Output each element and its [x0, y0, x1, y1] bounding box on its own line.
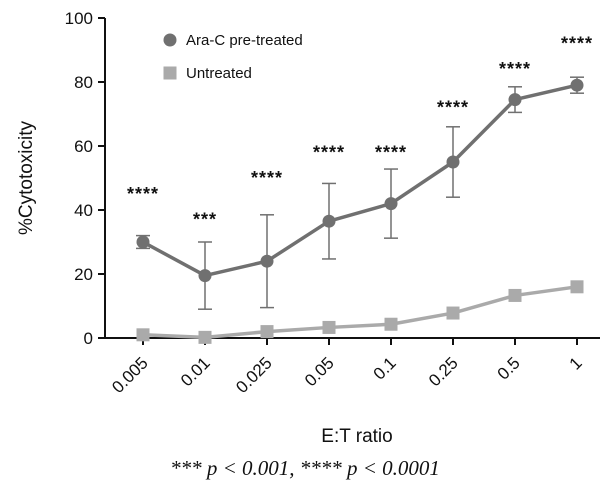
- legend-marker-circle: [163, 33, 177, 47]
- data-point: [322, 320, 336, 334]
- data-point: [570, 280, 584, 294]
- data-point: [384, 197, 398, 211]
- data-point: [322, 214, 336, 228]
- data-point: [198, 330, 212, 344]
- data-point: [260, 325, 274, 339]
- y-tick-label: 40: [74, 201, 93, 220]
- footnote: *** p < 0.001, **** p < 0.0001: [170, 456, 440, 480]
- significance-label: ****: [499, 59, 531, 79]
- legend-label: Ara-C pre-treated: [186, 32, 303, 49]
- data-point: [508, 288, 522, 302]
- data-point: [508, 93, 522, 107]
- x-axis-title: E:T ratio: [321, 426, 392, 447]
- significance-label: ****: [437, 98, 469, 118]
- x-tick-label: 0.1: [370, 353, 400, 383]
- series-ara-c-pretreated: [136, 76, 584, 310]
- series-line: [142, 285, 578, 340]
- data-point: [446, 155, 460, 169]
- x-tick-label: 0.01: [177, 353, 214, 390]
- y-ticks: 0 20 40 60 80 100: [65, 9, 105, 348]
- significance-label: ****: [561, 34, 593, 54]
- legend-marker-square: [163, 66, 177, 80]
- significance-label: ****: [375, 142, 407, 162]
- y-tick-label: 20: [74, 265, 93, 284]
- legend-label: Untreated: [186, 65, 252, 82]
- series-layer: [136, 76, 584, 344]
- data-point: [384, 317, 398, 331]
- significance-label: ****: [127, 184, 159, 204]
- x-tick-label: 0.025: [232, 353, 276, 397]
- series-untreated: [136, 280, 584, 344]
- x-tick-label: 1: [566, 353, 586, 373]
- y-tick-label: 100: [65, 9, 93, 28]
- x-ticks: 0.005 0.01 0.025 0.05 0.1 0.25 0.5 1: [108, 338, 586, 397]
- y-tick-label: 80: [74, 73, 93, 92]
- significance-label: ****: [251, 168, 283, 188]
- data-point: [570, 78, 584, 92]
- y-axis-title: %Cytotoxicity: [16, 120, 37, 235]
- data-point: [446, 306, 460, 320]
- cytotoxicity-chart: %Cytotoxicity E:T ratio 0 20 40 60 80 100 0.0…: [16, 9, 600, 447]
- x-tick-label: 0.05: [301, 353, 338, 390]
- data-point: [260, 254, 274, 268]
- x-tick-label: 0.5: [494, 353, 524, 383]
- data-point: [136, 328, 150, 342]
- x-tick-label: 0.005: [108, 353, 152, 397]
- legend: Ara-C pre-treated Untreated: [163, 32, 303, 82]
- significance-annotations: *************** ****************: [127, 34, 593, 230]
- y-tick-label: 0: [84, 329, 93, 348]
- y-tick-label: 60: [74, 137, 93, 156]
- series-line: [142, 83, 578, 278]
- significance-label: ***: [193, 210, 217, 230]
- data-point: [198, 269, 212, 283]
- data-point: [136, 235, 150, 249]
- significance-label: ****: [313, 142, 345, 162]
- x-tick-label: 0.25: [425, 353, 462, 390]
